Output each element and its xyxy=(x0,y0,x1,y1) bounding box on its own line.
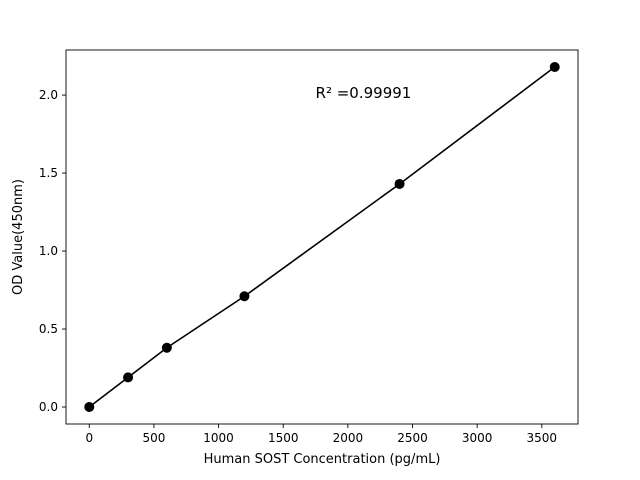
data-series xyxy=(84,62,560,412)
y-tick-label: 0.5 xyxy=(39,322,58,336)
x-tick-label: 2000 xyxy=(333,431,364,445)
x-tick-label: 0 xyxy=(85,431,93,445)
x-axis-ticks: 0 500 1000 1500 2000 2500 3000 3500 xyxy=(85,424,557,445)
data-point xyxy=(84,402,95,412)
y-tick-label: 1.5 xyxy=(39,166,58,180)
data-point xyxy=(549,62,560,72)
fit-line xyxy=(88,66,556,408)
y-tick-label: 0.0 xyxy=(39,400,58,414)
plot-area-border xyxy=(65,49,579,425)
y-axis-ticks: 0.0 0.5 1.0 1.5 2.0 xyxy=(39,88,66,414)
x-tick-label: 500 xyxy=(142,431,165,445)
x-tick-label: 2500 xyxy=(397,431,428,445)
r-squared-annotation: R² =0.99991 xyxy=(316,84,412,102)
x-tick-label: 1500 xyxy=(268,431,299,445)
data-point xyxy=(239,291,250,302)
x-axis-label: Human SOST Concentration (pg/mL) xyxy=(204,452,441,467)
x-tick-label: 3000 xyxy=(462,431,493,445)
y-axis-label: OD Value(450nm) xyxy=(11,179,26,295)
x-tick-label: 3500 xyxy=(527,431,558,445)
data-point xyxy=(394,178,405,189)
y-tick-label: 1.0 xyxy=(39,244,58,258)
data-point xyxy=(123,372,134,383)
y-tick-label: 2.0 xyxy=(39,88,58,102)
data-point xyxy=(161,342,172,353)
x-tick-label: 1000 xyxy=(203,431,234,445)
